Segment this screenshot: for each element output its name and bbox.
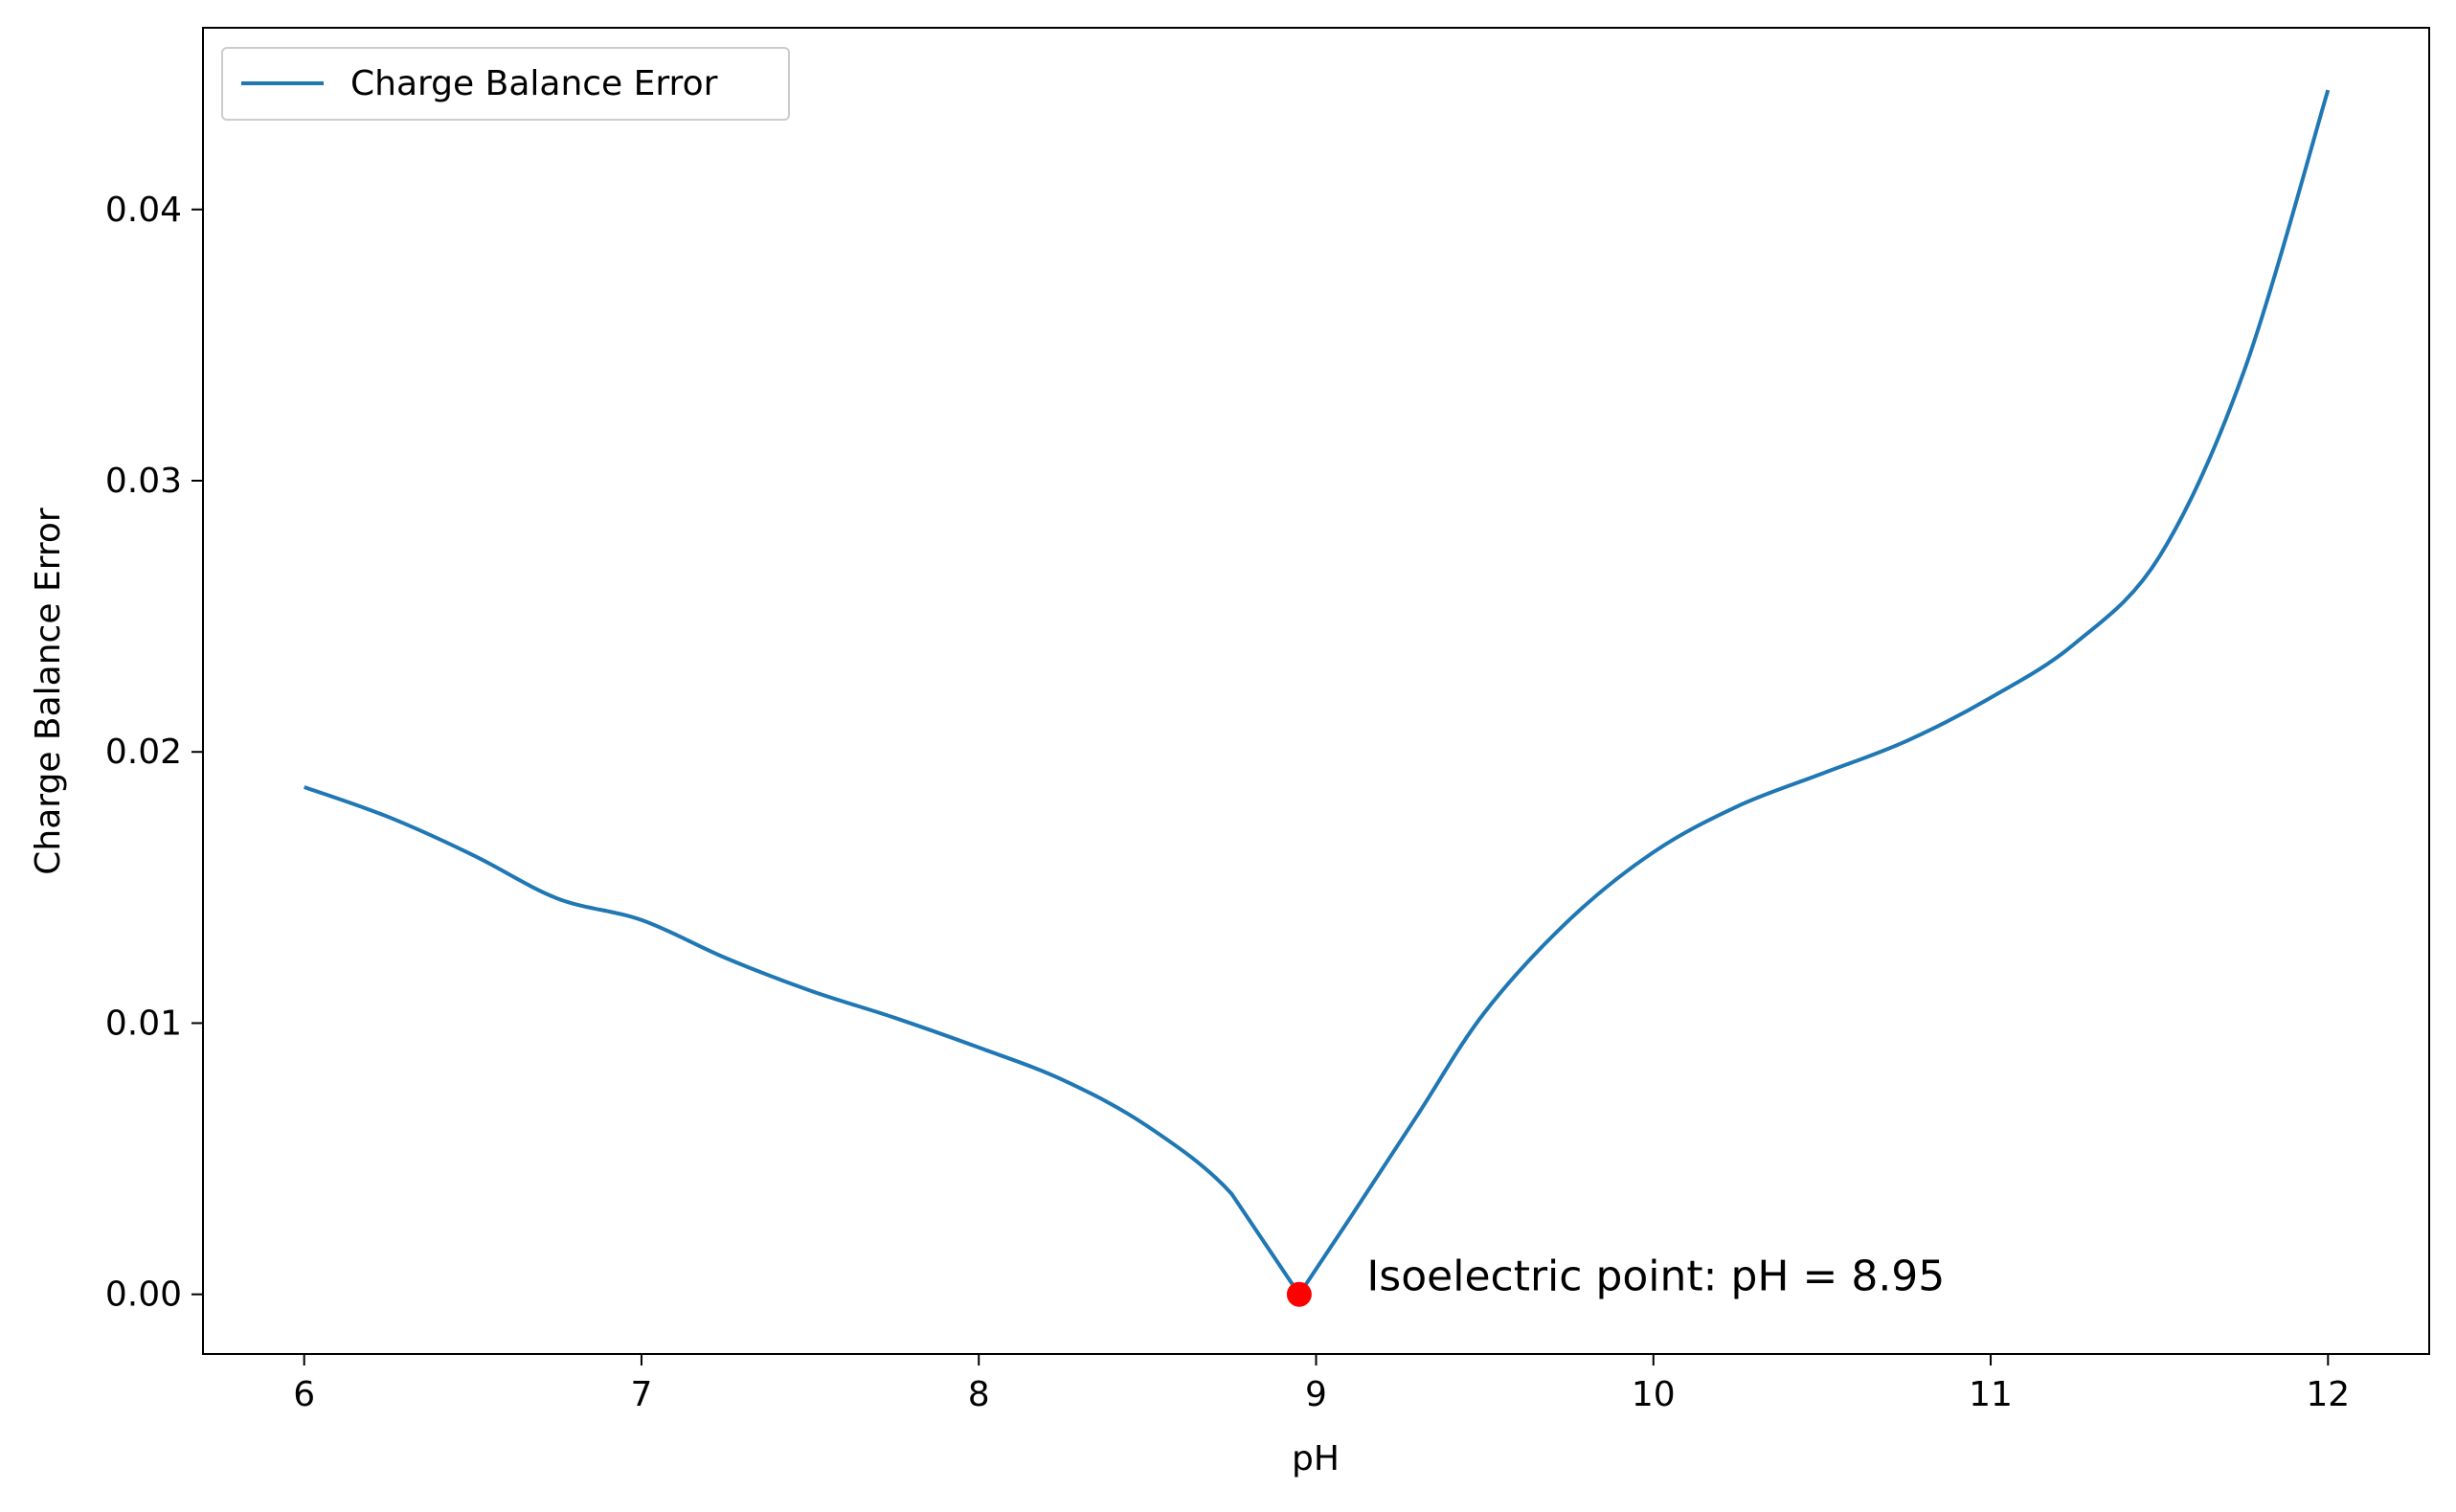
y-axis: 0.00 0.01 0.02 0.03 0.04 bbox=[105, 191, 203, 1315]
y-tick-label: 0.04 bbox=[105, 191, 182, 230]
series-line-charge-balance-error bbox=[304, 89, 2331, 1297]
y-tick-label: 0.00 bbox=[105, 1275, 182, 1315]
x-tick-label: 12 bbox=[2306, 1375, 2350, 1414]
x-tick-label: 7 bbox=[631, 1375, 653, 1414]
y-tick-label: 0.02 bbox=[105, 733, 182, 772]
legend-box bbox=[221, 47, 790, 121]
x-axis: 6 7 8 9 10 11 12 bbox=[293, 1354, 2350, 1414]
y-axis-label: Charge Balance Error bbox=[29, 508, 68, 875]
isoelectric-point-marker bbox=[1286, 1281, 1312, 1307]
x-tick-label: 8 bbox=[968, 1375, 990, 1414]
x-tick-label: 11 bbox=[1969, 1375, 2013, 1414]
legend: Charge Balance Error bbox=[221, 47, 790, 121]
axes-frame bbox=[202, 27, 2430, 1355]
y-tick-label: 0.01 bbox=[105, 1004, 182, 1043]
x-axis-label: pH bbox=[1292, 1439, 1340, 1478]
legend-label: Charge Balance Error bbox=[350, 64, 718, 103]
y-tick-label: 0.03 bbox=[105, 462, 182, 501]
isoelectric-point-annotation: Isoelectric point: pH = 8.95 bbox=[1366, 1252, 1945, 1301]
plot-area: Isoelectric point: pH = 8.95 bbox=[304, 89, 2331, 1307]
x-tick-label: 9 bbox=[1305, 1375, 1327, 1414]
x-tick-label: 6 bbox=[293, 1375, 315, 1414]
x-tick-label: 10 bbox=[1632, 1375, 1676, 1414]
